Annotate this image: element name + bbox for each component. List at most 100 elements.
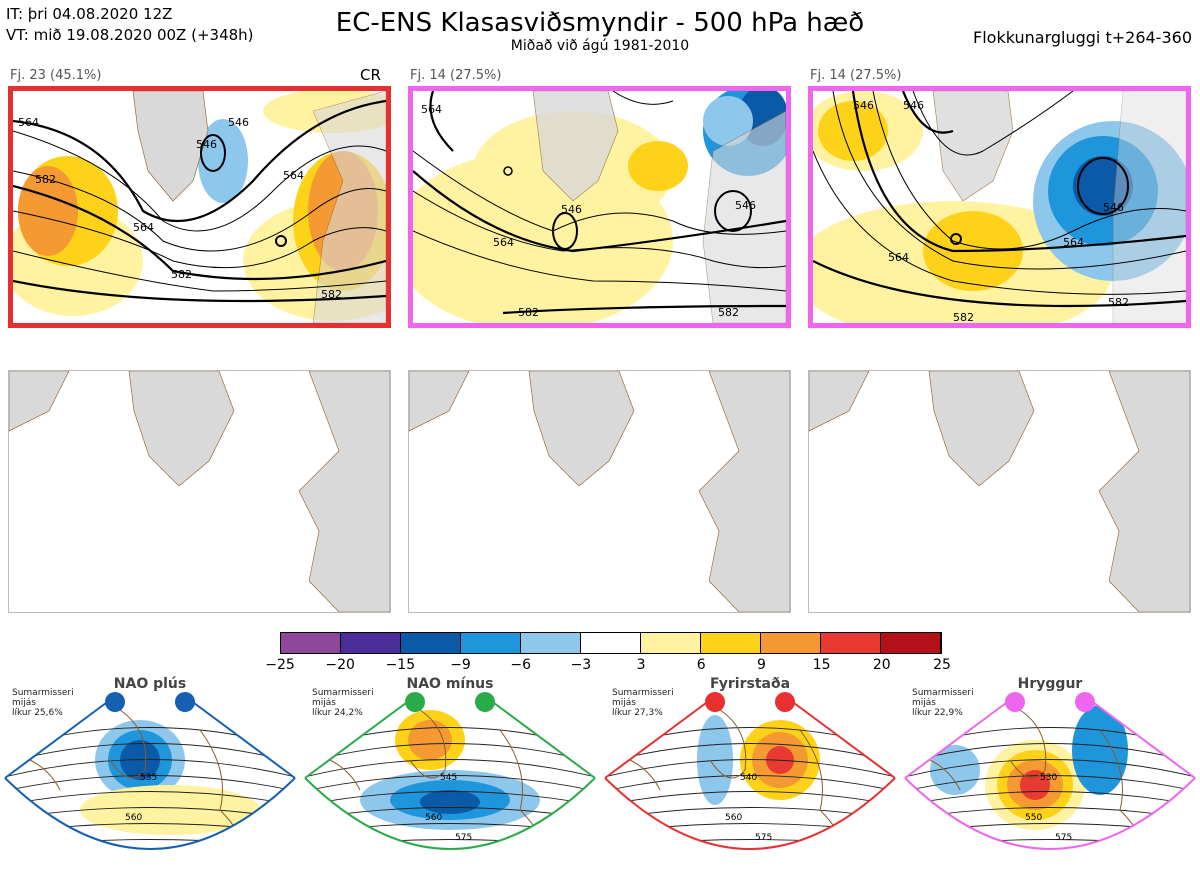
colorbar-segment <box>281 633 341 653</box>
colorbar-segment <box>641 633 701 653</box>
contour-label: 546 <box>196 138 217 151</box>
cluster-1-label: Fj. 23 (45.1%) <box>10 68 102 83</box>
colorbar-tick-label: −25 <box>265 657 295 673</box>
contour-label: 546 <box>1103 201 1124 214</box>
height-contour <box>605 823 895 835</box>
contour-label: 546 <box>853 99 874 112</box>
regime-stat-line: Sumarmisseri <box>612 688 674 698</box>
colorbar-tick-label: 6 <box>696 657 706 673</box>
colorbar-tick-label: −15 <box>385 657 416 673</box>
regime-title: NAO plús <box>113 676 187 692</box>
colorbar-segment <box>401 633 461 653</box>
contour-label: 564 <box>888 251 909 264</box>
empty-map-1 <box>8 370 391 613</box>
classification-window: Flokkunargluggi t+264-360 <box>973 28 1192 47</box>
contour-label: 582 <box>171 268 192 281</box>
contour-label: 582 <box>718 306 739 319</box>
regime-map: 530 550 575 <box>904 692 1196 850</box>
colorbar-tick-label: −9 <box>450 657 471 673</box>
anomaly-shading <box>930 745 980 795</box>
contour-label: 582 <box>35 173 56 186</box>
cluster-2-label: Fj. 14 (27.5%) <box>410 68 502 83</box>
regime-stat-line: Sumarmisseri <box>12 688 74 698</box>
colorbar-tick-label: 3 <box>636 657 646 673</box>
regime-stat-line: Sumarmisseri <box>312 688 374 698</box>
regime-contour-label: 560 <box>425 813 442 823</box>
header-times: IT: þri 04.08.2020 12Z VT: mið 19.08.202… <box>6 4 254 46</box>
colorbar-segment <box>461 633 521 653</box>
regime-stats: Sumarmisseri mijás líkur 27,3% <box>612 688 674 718</box>
regime-contour-label: 540 <box>740 773 757 783</box>
regime-map: 535 560 <box>4 692 296 850</box>
height-contour <box>605 743 895 765</box>
cluster-map-1[interactable]: 564 546 546 582 564 564 582 582 <box>8 86 391 328</box>
regime-marker <box>105 692 125 712</box>
height-contour <box>5 791 295 807</box>
colorbar-tick-label: −20 <box>325 657 355 673</box>
regime-stat-line: mijás <box>612 698 636 708</box>
regime-contour-label: 530 <box>1040 773 1057 783</box>
height-contour <box>5 775 295 793</box>
regime-stat-line: líkur 24,2% <box>312 708 363 718</box>
valid-time: VT: mið 19.08.2020 00Z (+348h) <box>6 26 254 44</box>
height-contour <box>905 791 1195 807</box>
height-contour <box>605 791 895 807</box>
anomaly-shading <box>1072 705 1128 795</box>
regime-outline <box>604 699 896 850</box>
regime-marker <box>405 692 425 712</box>
contour-label: 546 <box>561 203 582 216</box>
regime-stat-line: mijás <box>312 698 336 708</box>
regime-marker <box>175 692 195 712</box>
regime-contour-label: 560 <box>125 813 142 823</box>
contour-label: 546 <box>228 116 249 129</box>
regime-stat-line: líkur 27,3% <box>612 708 663 718</box>
height-contour <box>605 839 895 849</box>
cluster-1-tag: CR <box>360 66 381 84</box>
regime-map: 540 560 575 <box>604 692 896 850</box>
regime-stat-line: Sumarmisseri <box>912 688 974 698</box>
contour-label: 564 <box>133 221 154 234</box>
regime-stat-line: líkur 22,9% <box>912 708 963 718</box>
colorbar-tick-label: −6 <box>510 657 532 673</box>
colorbar-tick-label: 9 <box>756 657 766 673</box>
contour-label: 564 <box>283 169 304 182</box>
height-contour <box>905 759 1195 779</box>
colorbar-segment <box>581 633 641 653</box>
anomaly-shading <box>408 720 452 760</box>
empty-map-2 <box>408 370 791 613</box>
contour-label: 564 <box>493 236 514 249</box>
height-contour <box>905 839 1195 849</box>
height-contour <box>305 743 595 765</box>
regime-contour-label: 575 <box>1055 833 1072 843</box>
colorbar-segment <box>341 633 401 653</box>
height-contour <box>305 791 595 807</box>
contour-label: 546 <box>735 199 756 212</box>
regime-stat-line: mijás <box>12 698 36 708</box>
colorbar-tick-label: 15 <box>812 657 831 673</box>
colorbar-segment <box>881 633 941 653</box>
cluster-map-2[interactable]: 564 546 564 582 582 546 <box>408 86 791 328</box>
regime-contour-label: 560 <box>725 813 742 823</box>
height-contour <box>305 775 595 793</box>
regime-stat-line: líkur 25,6% <box>12 708 63 718</box>
regime-contour-label: 575 <box>755 833 772 843</box>
contour-label: 546 <box>903 99 924 112</box>
colorbar <box>280 632 942 654</box>
contour-label: 564 <box>18 116 39 129</box>
regime-contour-label: 545 <box>440 773 457 783</box>
colorbar-segment <box>521 633 581 653</box>
height-contour <box>605 775 895 793</box>
colorbar-tick-label: 20 <box>872 657 891 673</box>
regime-marker <box>1075 692 1095 712</box>
colorbar-segment <box>701 633 761 653</box>
regime-outline <box>904 699 1196 850</box>
regime-stats: Sumarmisseri mijás líkur 22,9% <box>912 688 974 718</box>
regime-marker <box>705 692 725 712</box>
contour-label: 582 <box>1108 296 1129 309</box>
colorbar-tick-label: 25 <box>933 657 951 673</box>
initial-time: IT: þri 04.08.2020 12Z <box>6 5 173 23</box>
regime-stats: Sumarmisseri mijás líkur 24,2% <box>312 688 374 718</box>
cluster-map-3[interactable]: 546 546 564 564 582 582 546 <box>808 86 1191 328</box>
regime-title: Fyrirstaða <box>709 676 791 692</box>
contour-label: 582 <box>953 311 974 323</box>
